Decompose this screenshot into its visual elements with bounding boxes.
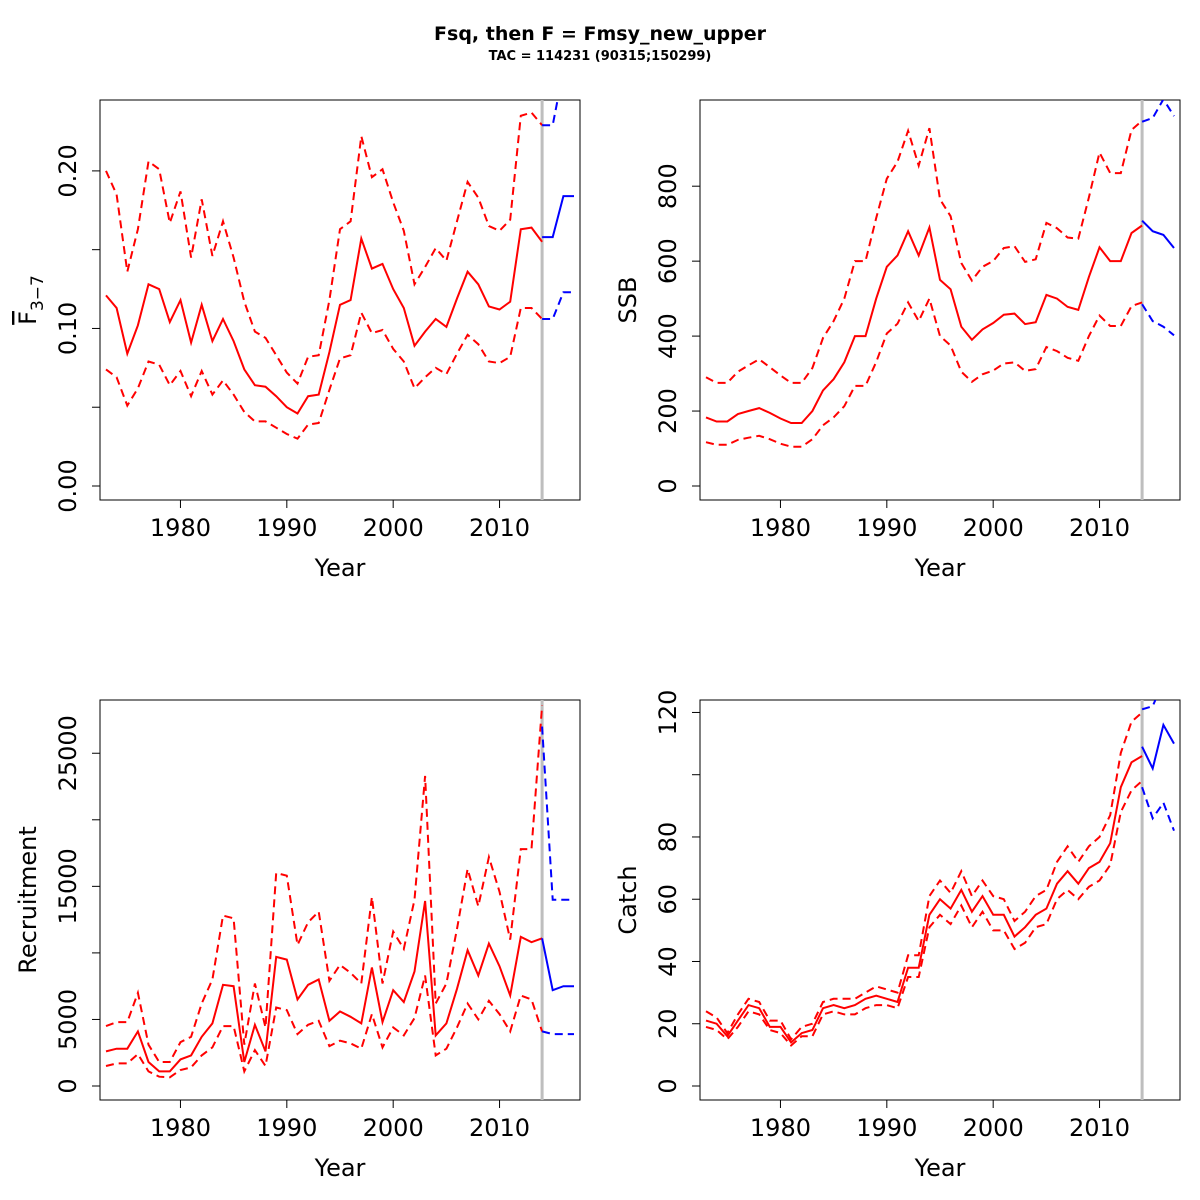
y-tick-label: 600 xyxy=(654,238,682,284)
y-tick-label: 400 xyxy=(654,313,682,359)
historical-lower-line xyxy=(105,975,544,1079)
projection-upper-line xyxy=(1141,700,1157,711)
x-tick-label: 1990 xyxy=(256,514,317,542)
x-tick-label: 2000 xyxy=(963,1114,1024,1142)
historical-central-line xyxy=(705,755,1143,1044)
figure-subtitle: TAC = 114231 (90315;150299) xyxy=(489,49,712,64)
y-tick-label: 0 xyxy=(654,1078,682,1093)
x-axis-title: Year xyxy=(314,1154,366,1182)
x-tick-label: 2010 xyxy=(1069,1114,1130,1142)
x-tick-label: 1980 xyxy=(150,514,211,542)
projection-lower-line xyxy=(1141,303,1175,337)
x-axis-title: Year xyxy=(314,554,366,582)
chart-panel-1: 1980 1990 2000 2010 0.00 0.10 0.20 Year F3−7 xyxy=(14,99,581,582)
y-axis-title: Recruitment xyxy=(14,826,42,973)
x-axis-title: Year xyxy=(914,1154,966,1182)
x-tick-label: 1990 xyxy=(256,1114,317,1142)
x-tick-label: 2010 xyxy=(469,1114,530,1142)
x-tick-label: 2000 xyxy=(363,1114,424,1142)
y-tick-label: 0.00 xyxy=(54,459,82,512)
projection-central-line xyxy=(542,195,574,239)
figure-title: Fsq, then F = Fmsy_new_upper xyxy=(434,23,767,45)
projection-lower-line xyxy=(542,291,574,320)
historical-upper-line xyxy=(705,711,1143,1042)
projection-lower-line xyxy=(541,1030,574,1036)
plot-frame xyxy=(99,99,581,501)
projection-upper-line xyxy=(542,100,559,127)
y-tick-label: 25000 xyxy=(54,715,82,791)
y-tick-label: 0.20 xyxy=(54,144,82,197)
y-tick-label: 0 xyxy=(54,1078,82,1093)
chart-panel-2: 1980 1990 2000 2010 0 200 400 600 800 Year SSB xyxy=(614,99,1181,582)
x-axis-title: Year xyxy=(914,554,966,582)
historical-lower-line xyxy=(105,307,543,440)
y-axis-title: Catch xyxy=(614,865,642,934)
y-tick-label: 60 xyxy=(654,884,682,915)
y-tick-label: 0.10 xyxy=(54,302,82,355)
x-tick-label: 1980 xyxy=(750,514,811,542)
x-tick-label: 2010 xyxy=(1069,514,1130,542)
x-tick-label: 2000 xyxy=(963,514,1024,542)
y-tick-label: 0 xyxy=(654,478,682,493)
x-tick-label: 1990 xyxy=(856,514,917,542)
y-axis-title: F3−7 xyxy=(14,275,48,325)
y-axis-title: SSB xyxy=(614,277,642,324)
projection-central-line xyxy=(1141,722,1175,772)
historical-upper-line xyxy=(105,111,543,386)
chart-panel-3: 1980 1990 2000 2010 0 5000 15000 25000 Year Recru… xyxy=(14,699,581,1182)
y-tick-label: 800 xyxy=(654,163,682,209)
panels: 1980 1990 2000 20100.000.100.20YearF3−71980… xyxy=(14,99,1181,1182)
projection-upper-line xyxy=(541,726,574,901)
y-tick-label: 200 xyxy=(654,388,682,434)
x-tick-label: 1980 xyxy=(750,1114,811,1142)
historical-lower-line xyxy=(705,295,1143,448)
y-tick-label: 5000 xyxy=(54,989,82,1050)
y-tick-label: 80 xyxy=(654,822,682,853)
historical-central-line xyxy=(105,900,543,1073)
y-tick-label: 120 xyxy=(654,690,682,736)
historical-central-line xyxy=(105,226,543,415)
x-tick-label: 2000 xyxy=(363,514,424,542)
x-tick-label: 1990 xyxy=(856,1114,917,1142)
projection-central-line xyxy=(1141,219,1175,249)
historical-central-line xyxy=(705,223,1143,424)
projection-upper-line xyxy=(1141,100,1175,123)
projection-central-line xyxy=(541,938,574,992)
y-tick-label: 20 xyxy=(654,1008,682,1039)
projection-lower-line xyxy=(1141,786,1175,832)
historical-upper-line xyxy=(705,119,1143,384)
y-tick-label: 40 xyxy=(654,946,682,977)
historical-lower-line xyxy=(705,780,1143,1047)
x-tick-label: 1980 xyxy=(150,1114,211,1142)
y-tick-label: 15000 xyxy=(54,848,82,924)
x-tick-label: 2010 xyxy=(469,514,530,542)
chart-panel-4: 1980 1990 2000 2010 0 20 40 60 80 120 Year Catch xyxy=(614,690,1181,1182)
historical-upper-line xyxy=(105,705,544,1063)
